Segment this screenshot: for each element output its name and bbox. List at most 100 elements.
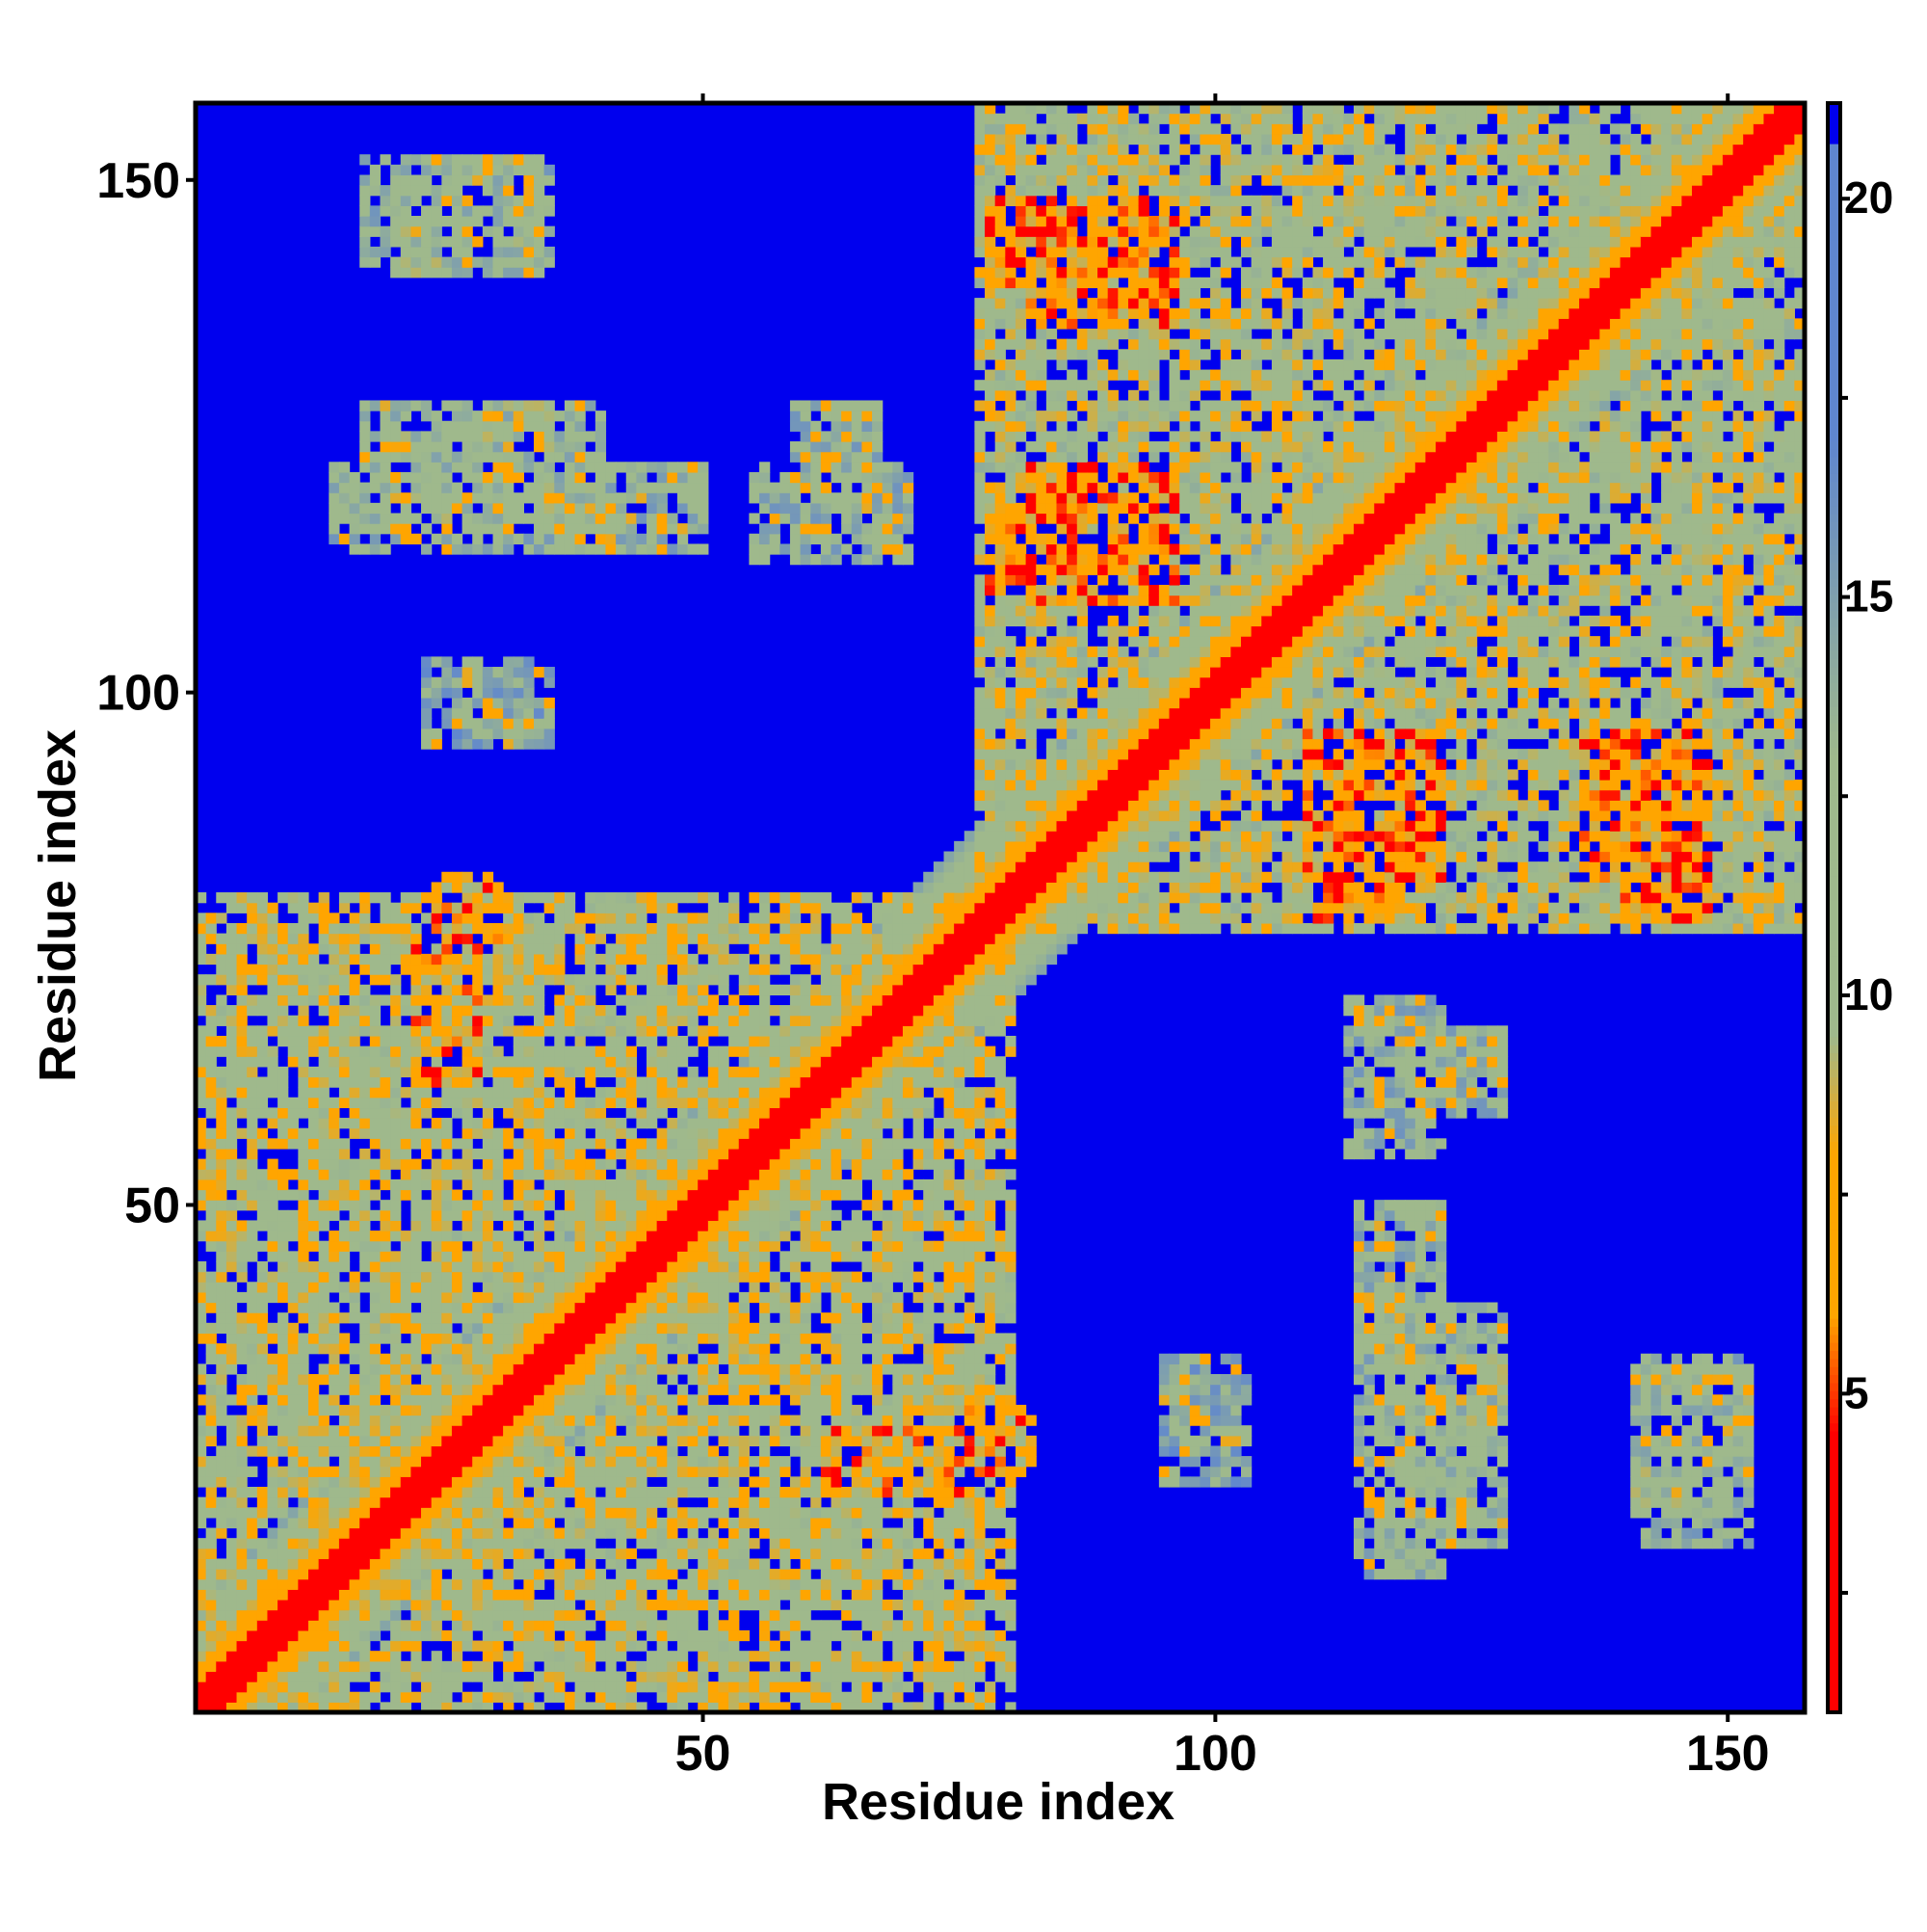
heatmap-cell (196, 922, 207, 935)
heatmap-cell (769, 1302, 780, 1313)
heatmap-cell (656, 1056, 668, 1068)
heatmap-cell (636, 543, 647, 555)
heatmap-cell (698, 1599, 709, 1611)
heatmap-cell (647, 543, 658, 555)
heatmap-cell (769, 1466, 780, 1477)
heatmap-cell (441, 1035, 453, 1047)
heatmap-cell (789, 974, 802, 986)
heatmap-cell (451, 1640, 463, 1652)
heatmap-cell (236, 1609, 248, 1621)
heatmap-cell (534, 1620, 545, 1631)
heatmap-cell (369, 1486, 382, 1498)
heatmap-cell (308, 1578, 320, 1590)
heatmap-cell (647, 1629, 658, 1642)
heatmap-cell (492, 236, 504, 248)
heatmap-cell (482, 205, 494, 217)
heatmap-cell (431, 1435, 442, 1447)
heatmap-cell (574, 462, 586, 473)
heatmap-cell (359, 246, 371, 258)
heatmap-cell (277, 1599, 289, 1611)
heatmap-cell (605, 943, 617, 955)
heatmap-cell (759, 902, 771, 913)
heatmap-cell (196, 1373, 207, 1386)
heatmap-cell (225, 1045, 238, 1057)
heatmap-cell (247, 1045, 258, 1057)
heatmap-cell (503, 964, 515, 975)
heatmap-cell (349, 1527, 360, 1539)
heatmap-cell (196, 1681, 207, 1693)
heatmap-cell (349, 1045, 360, 1057)
heatmap-cell (462, 164, 473, 176)
heatmap-cell (738, 1302, 750, 1313)
heatmap-cell (349, 1517, 360, 1529)
heatmap-cell (738, 1333, 750, 1344)
heatmap-cell (769, 1589, 780, 1601)
heatmap-cell (779, 1097, 791, 1109)
heatmap-cell (390, 1220, 402, 1231)
heatmap-cell (687, 994, 699, 1006)
heatmap-cell (698, 1363, 709, 1375)
heatmap-cell (369, 1599, 382, 1611)
heatmap-cell (698, 1169, 709, 1180)
heatmap-cell (482, 707, 494, 719)
heatmap-cell (287, 1118, 299, 1129)
heatmap-cell (421, 697, 433, 709)
heatmap-cell (534, 984, 545, 996)
heatmap-cell (594, 1178, 607, 1191)
heatmap-cell (410, 974, 422, 986)
heatmap-cell (574, 410, 586, 422)
heatmap-cell (329, 1312, 340, 1324)
heatmap-cell (196, 1394, 207, 1406)
heatmap-cell (318, 1569, 330, 1580)
heatmap-cell (329, 964, 340, 975)
heatmap-cell (605, 1609, 617, 1621)
heatmap-cell (800, 1076, 811, 1088)
heatmap-cell (667, 1486, 678, 1498)
heatmap-cell (318, 1517, 330, 1529)
heatmap-cell (267, 1282, 278, 1293)
heatmap-cell (605, 1066, 617, 1078)
heatmap-cell (236, 1415, 248, 1426)
heatmap-cell (554, 1260, 566, 1273)
heatmap-cell (431, 256, 442, 268)
heatmap-cell (410, 994, 422, 1006)
heatmap-cell (503, 1005, 515, 1017)
heatmap-cell (287, 1189, 299, 1201)
heatmap-cell (247, 1445, 258, 1457)
heatmap-cell (216, 1045, 227, 1057)
heatmap-cell (554, 492, 566, 504)
heatmap-cell (400, 1035, 411, 1047)
heatmap-cell (287, 943, 299, 955)
heatmap-cell (636, 1486, 647, 1498)
heatmap-cell (718, 1671, 729, 1682)
heatmap-cell (523, 1333, 535, 1344)
heatmap-cell (410, 1384, 422, 1395)
heatmap-cell (789, 1138, 802, 1150)
heatmap-cell (523, 1620, 535, 1631)
heatmap-cell (421, 1260, 433, 1273)
heatmap-cell (359, 1599, 371, 1611)
heatmap-cell (451, 882, 463, 893)
heatmap-cell (534, 1220, 545, 1231)
heatmap-cell (482, 225, 494, 237)
heatmap-cell (298, 1681, 309, 1693)
heatmap-cell (616, 1169, 627, 1180)
heatmap-cell (800, 1322, 811, 1335)
heatmap-cell (431, 1158, 442, 1170)
heatmap-cell (534, 1609, 545, 1621)
heatmap-cell (676, 1681, 689, 1693)
heatmap-cell (216, 1076, 227, 1088)
heatmap-cell (380, 902, 391, 913)
heatmap-cell (462, 1097, 473, 1109)
heatmap-cell (779, 1578, 791, 1590)
heatmap-cell (329, 1260, 340, 1273)
heatmap-cell (205, 1620, 217, 1631)
heatmap-cell (718, 1496, 729, 1508)
heatmap-cell (267, 1384, 278, 1395)
heatmap-cell (247, 1404, 258, 1416)
heatmap-cell (687, 1158, 699, 1170)
heatmap-cell (503, 1260, 515, 1273)
heatmap-cell (759, 1138, 771, 1150)
heatmap-cell (492, 420, 504, 432)
heatmap-cell (287, 1620, 299, 1631)
